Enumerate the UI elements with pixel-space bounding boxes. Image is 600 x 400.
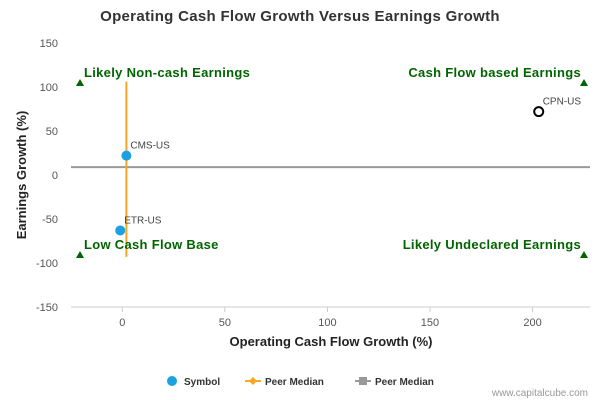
- credit-text: www.capitalcube.com: [491, 388, 588, 399]
- quadrant-triangle-icon: [76, 79, 84, 86]
- y-axis-label: Earnings Growth (%): [14, 111, 29, 240]
- legend-label: Peer Median: [265, 377, 324, 388]
- x-tick-label: 200: [523, 317, 541, 329]
- y-tick-label: 100: [40, 82, 58, 94]
- quadrant-label-top-right: Cash Flow based Earnings: [408, 65, 581, 80]
- x-tick-label: 150: [421, 317, 439, 329]
- quadrant-triangle-icon: [580, 251, 588, 258]
- x-tick-label: 50: [219, 317, 231, 329]
- y-tick-label: -100: [36, 258, 58, 270]
- quadrant-label-top-left: Likely Non-cash Earnings: [84, 65, 250, 80]
- plot-area: 150 100 50 0 -50 -100 -150 0 50 100 150 200 Likely N…: [36, 38, 590, 329]
- data-point-label: CPN-US: [543, 97, 582, 108]
- legend-square-icon: [359, 377, 367, 385]
- legend-label: Peer Median: [375, 377, 434, 388]
- y-tick-label: -50: [42, 214, 58, 226]
- quadrant-label-bottom-right: Likely Undeclared Earnings: [403, 237, 581, 252]
- legend-symbol-icon: [167, 376, 177, 386]
- y-tick-label: 0: [52, 170, 58, 182]
- legend-label: Symbol: [184, 377, 220, 388]
- y-tick-label: -150: [36, 302, 58, 314]
- data-point[interactable]: [115, 225, 126, 236]
- data-point[interactable]: [533, 106, 545, 118]
- chart-title: Operating Cash Flow Growth Versus Earnin…: [100, 8, 500, 25]
- quadrant-triangle-icon: [76, 251, 84, 258]
- legend: Symbol Peer Median Peer Median: [167, 376, 434, 388]
- y-tick-label: 50: [46, 126, 58, 138]
- x-tick-label: 0: [119, 317, 125, 329]
- quadrant-label-bottom-left: Low Cash Flow Base: [84, 237, 219, 252]
- data-point[interactable]: [121, 150, 132, 161]
- x-axis-label: Operating Cash Flow Growth (%): [230, 334, 433, 349]
- legend-diamond-icon: [249, 377, 257, 385]
- data-point-label: CMS-US: [130, 141, 170, 152]
- quadrant-triangle-icon: [580, 79, 588, 86]
- data-point-label: ETR-US: [124, 215, 162, 226]
- y-tick-label: 150: [40, 38, 58, 50]
- x-tick-label: 100: [318, 317, 336, 329]
